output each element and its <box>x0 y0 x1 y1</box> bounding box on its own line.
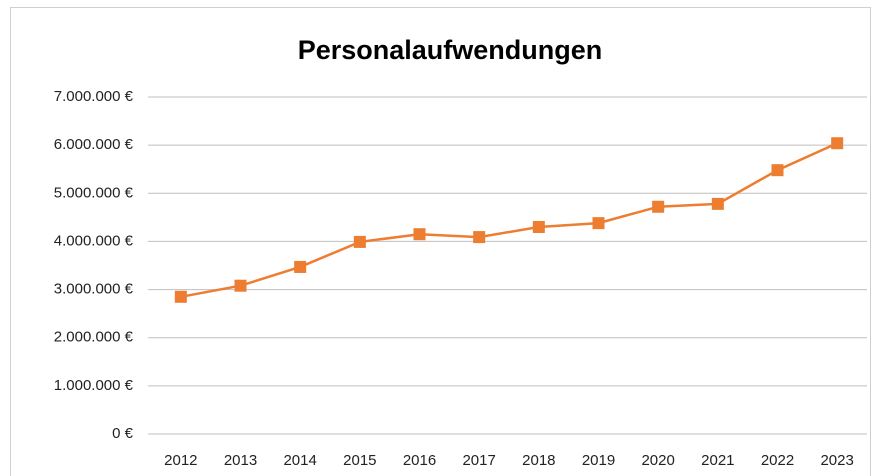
y-tick-label: 1.000.000 € <box>54 377 134 394</box>
data-point <box>592 217 605 230</box>
x-tick-label: 2018 <box>522 452 555 469</box>
y-tick-label: 2.000.000 € <box>54 329 134 346</box>
data-point <box>413 228 426 241</box>
data-point <box>831 137 844 150</box>
data-point <box>294 260 307 273</box>
x-tick-label: 2012 <box>164 452 197 469</box>
x-tick-label: 2020 <box>641 452 674 469</box>
x-tick-label: 2019 <box>582 452 615 469</box>
x-tick-label: 2017 <box>462 452 495 469</box>
y-tick-label: 4.000.000 € <box>54 232 134 249</box>
x-tick-label: 2013 <box>224 452 257 469</box>
data-point <box>711 197 724 210</box>
data-point <box>532 220 545 233</box>
data-point <box>174 290 187 303</box>
x-tick-label: 2015 <box>343 452 376 469</box>
x-tick-label: 2022 <box>761 452 794 469</box>
y-tick-label: 7.000.000 € <box>54 88 134 105</box>
data-point <box>652 200 665 213</box>
data-point <box>234 279 247 292</box>
y-tick-label: 0 € <box>112 425 134 442</box>
data-line <box>180 142 838 299</box>
y-tick-label: 3.000.000 € <box>54 281 134 298</box>
x-tick-label: 2021 <box>701 452 734 469</box>
data-point <box>473 231 486 244</box>
y-tick-label: 6.000.000 € <box>54 136 134 153</box>
data-point <box>353 235 366 248</box>
chart-title: Personalaufwendungen <box>298 35 603 65</box>
x-tick-label: 2023 <box>820 452 853 469</box>
data-point <box>771 164 784 177</box>
x-tick-label: 2014 <box>283 452 316 469</box>
y-tick-label: 5.000.000 € <box>54 184 134 201</box>
x-tick-label: 2016 <box>403 452 436 469</box>
